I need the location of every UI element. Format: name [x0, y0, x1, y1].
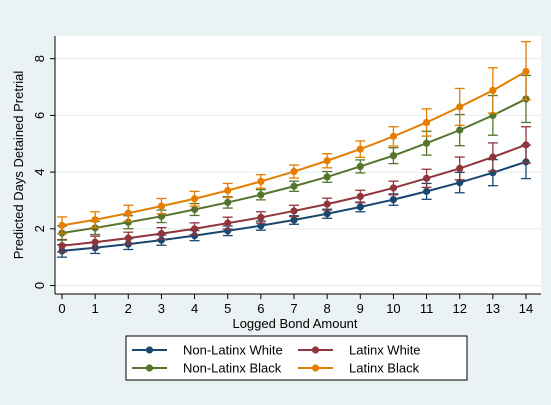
data-point [389, 132, 398, 140]
x-tick-label: 4 [191, 301, 198, 316]
x-tick-label: 7 [290, 301, 297, 316]
y-tick-label: 0 [32, 282, 47, 289]
data-point [190, 195, 199, 203]
x-tick-label: 3 [158, 301, 165, 316]
legend-swatch-marker [145, 364, 154, 372]
legend-label: Latinx Black [349, 361, 420, 376]
legend-label: Non-Latinx Black [183, 361, 282, 376]
x-tick-label: 12 [452, 301, 466, 316]
data-point [190, 205, 199, 214]
data-point [456, 126, 464, 134]
x-tick-label: 10 [386, 301, 400, 316]
data-point [124, 209, 132, 217]
data-point [456, 103, 464, 111]
legend-swatch-marker [311, 346, 320, 354]
data-point [422, 118, 431, 127]
data-point [456, 164, 464, 173]
data-point [257, 213, 265, 222]
legend-item: Latinx White [298, 343, 421, 358]
data-point [522, 67, 530, 76]
data-point [290, 207, 298, 215]
series-latinx-black [57, 41, 531, 235]
data-point [124, 234, 132, 242]
data-point [257, 191, 265, 199]
y-tick-label: 8 [32, 55, 47, 62]
data-point [422, 139, 431, 147]
legend-item: Non-Latinx White [132, 343, 283, 358]
data-point [522, 141, 530, 149]
data-point [224, 198, 232, 207]
y-tick-label: 6 [32, 112, 47, 119]
data-point [257, 222, 265, 230]
legend-swatch-marker [145, 346, 154, 354]
data-point [157, 230, 166, 238]
data-point [157, 212, 166, 220]
data-point [356, 203, 364, 211]
x-tick-label: 6 [257, 301, 264, 316]
data-point [456, 178, 464, 187]
data-point [58, 242, 66, 250]
y-tick-label: 2 [32, 225, 47, 232]
x-tick-label: 8 [324, 301, 331, 316]
y-axis-title: Predicted Days Detained Pretrial [11, 71, 26, 260]
data-point [157, 202, 166, 210]
data-point [290, 167, 298, 176]
data-point [224, 186, 232, 195]
data-point [323, 200, 331, 208]
x-tick-label: 9 [357, 301, 364, 316]
data-point [389, 184, 398, 192]
data-point [356, 145, 364, 153]
data-point [356, 192, 364, 201]
x-tick-label: 11 [420, 301, 434, 316]
data-point [290, 216, 298, 224]
data-point [323, 210, 331, 218]
data-point [190, 225, 199, 233]
data-point [91, 216, 99, 224]
x-axis-title: Logged Bond Amount [232, 316, 357, 331]
legend-label: Non-Latinx White [183, 343, 283, 358]
data-point [323, 173, 331, 181]
data-point [91, 238, 99, 246]
legend-item: Latinx Black [298, 361, 420, 376]
x-tick-label: 13 [486, 301, 500, 316]
x-tick-label: 14 [519, 301, 533, 316]
data-point [224, 219, 232, 227]
data-point [389, 152, 398, 160]
data-point [389, 195, 398, 204]
data-point [124, 218, 132, 226]
x-tick-label: 0 [58, 301, 65, 316]
legend-box [125, 335, 468, 381]
legend-label: Latinx White [349, 343, 421, 358]
data-point [58, 221, 66, 229]
x-tick-label: 1 [92, 301, 99, 316]
data-point [323, 157, 331, 165]
data-point [257, 177, 265, 186]
data-point [422, 174, 431, 182]
data-point [489, 153, 497, 161]
data-point [290, 182, 298, 190]
y-tick-label: 4 [32, 168, 47, 175]
series-latinx-white [57, 126, 531, 253]
legend-item: Non-Latinx Black [132, 361, 282, 376]
data-point [489, 86, 497, 95]
data-point [190, 231, 199, 240]
x-tick-label: 5 [224, 301, 231, 316]
x-tick-label: 2 [125, 301, 132, 316]
data-point [356, 162, 364, 171]
data-point [422, 187, 431, 195]
legend-swatch-marker [311, 364, 320, 372]
